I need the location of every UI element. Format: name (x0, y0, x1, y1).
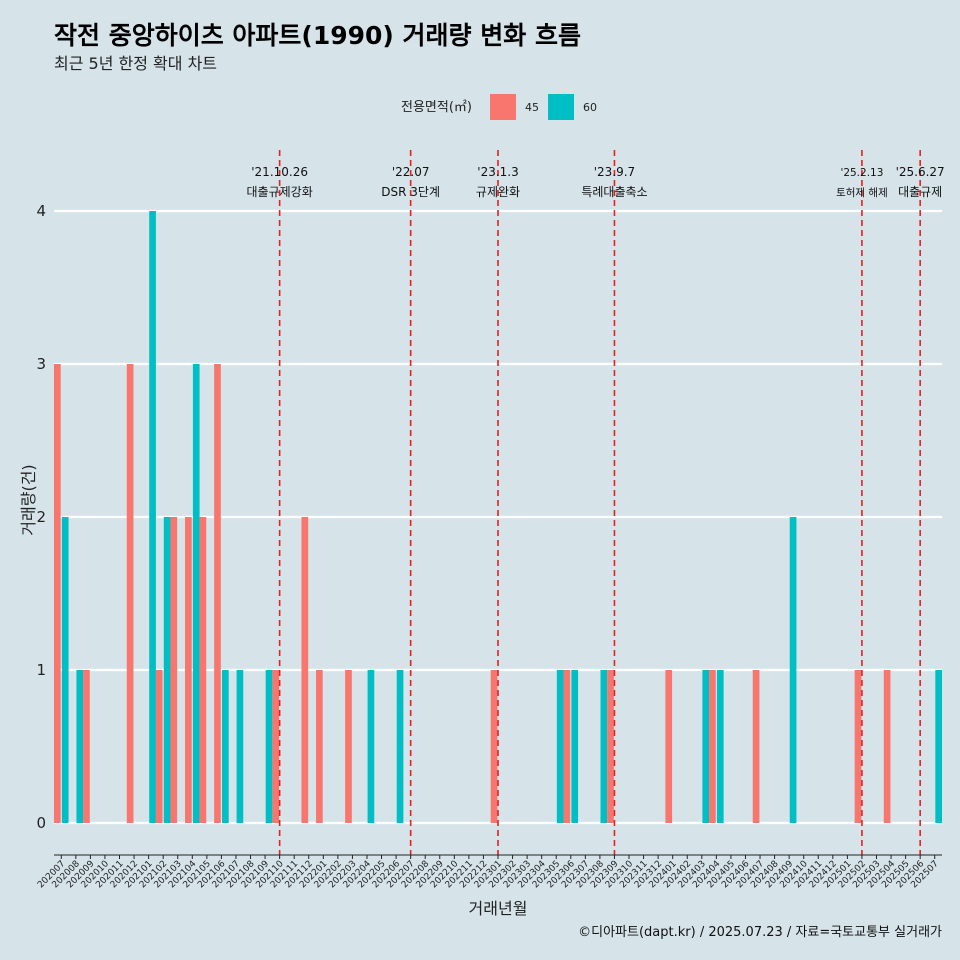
bar-60-202409 (789, 517, 797, 823)
legend-swatch-45 (490, 94, 516, 120)
bar-60-202104 (192, 364, 200, 823)
y-tick-label: 4 (36, 202, 46, 220)
event-annotations: '21.10.26 대출규제강화 '22.07 DSR 3단계 '23.1.3 규제완화 '… (247, 165, 945, 199)
bar-45-202012 (126, 364, 134, 823)
event-label: 대출규제강화 (247, 185, 313, 199)
chart-title: 작전 중앙하이츠 아파트(1990) 거래량 변화 흐름 (54, 21, 581, 50)
x-axis-label: 거래년월 (469, 899, 528, 918)
legend-label-45: 45 (525, 101, 539, 114)
bar-45-202112 (301, 517, 309, 823)
bar-45-202104 (185, 517, 192, 823)
bar-45-202203 (345, 670, 352, 823)
x-axis: 2020072020082020092020102020112020122021… (36, 854, 942, 890)
bar-60-202507 (935, 670, 942, 823)
y-tick-label: 1 (36, 661, 46, 679)
bar-45-202404 (709, 670, 716, 823)
bar-60-202106 (222, 670, 229, 823)
bar-60-202102 (163, 517, 171, 823)
bar-60-202403 (702, 670, 710, 823)
event-label: 대출규제 (898, 185, 942, 199)
y-tick-label: 2 (36, 508, 46, 526)
bar-60-202206 (396, 670, 404, 823)
bar-45-202110 (272, 670, 280, 823)
bar-45-202201 (316, 670, 323, 823)
bar-60-202308 (600, 670, 608, 823)
event-label: 규제완화 (476, 185, 520, 199)
event-label: DSR 3단계 (381, 185, 440, 199)
bar-60-202306 (571, 670, 579, 823)
bar-60-202404 (716, 670, 724, 823)
legend: 전용면적(㎡) 45 60 (401, 94, 597, 120)
bar-45-202407 (752, 670, 760, 823)
bar-45-202502 (854, 670, 862, 823)
bar-45-202106 (214, 364, 221, 823)
bar-45-202504 (883, 670, 891, 823)
event-date: '23.9.7 (594, 165, 635, 179)
bar-45-202105 (199, 517, 207, 823)
bar-45-202009 (83, 670, 90, 823)
event-date: '21.10.26 (251, 165, 308, 179)
bar-60-202305 (556, 670, 564, 823)
y-tick-label: 0 (36, 814, 46, 832)
event-date: '23.1.3 (477, 165, 518, 179)
bar-60-202204 (367, 670, 375, 823)
bar-45-202301 (490, 670, 498, 823)
bar-60-202107 (236, 670, 244, 823)
bar-60-202007 (61, 517, 69, 823)
event-label: 토허제 해제 (836, 186, 888, 199)
legend-title: 전용면적(㎡) (401, 100, 472, 115)
bar-45-202309 (607, 670, 614, 823)
bars (54, 211, 942, 823)
chart-subtitle: 최근 5년 한정 확대 차트 (54, 54, 217, 73)
event-lines (278, 150, 921, 855)
event-date: '25.2.13 (840, 167, 883, 179)
event-date: '25.6.27 (896, 165, 945, 179)
bar-60-202008 (76, 670, 84, 823)
y-axis-label: 거래량(건) (19, 464, 38, 535)
legend-label-60: 60 (583, 101, 597, 114)
caption: ©디아파트(dapt.kr) / 2025.07.23 / 자료=국토교통부 실… (578, 925, 942, 940)
bar-45-202102 (155, 670, 163, 823)
bar-45-202103 (170, 517, 178, 823)
y-tick-labels: 0 1 2 3 4 (36, 202, 46, 832)
bar-60-202109 (265, 670, 273, 823)
bar-60-202101 (149, 211, 156, 823)
y-tick-label: 3 (36, 355, 46, 373)
event-label: 특례대출축소 (581, 185, 647, 199)
bar-45-202007 (54, 364, 61, 823)
legend-swatch-60 (548, 94, 574, 120)
bar-45-202306 (563, 670, 571, 823)
event-date: '22.07 (392, 165, 430, 179)
bar-45-202401 (665, 670, 673, 823)
